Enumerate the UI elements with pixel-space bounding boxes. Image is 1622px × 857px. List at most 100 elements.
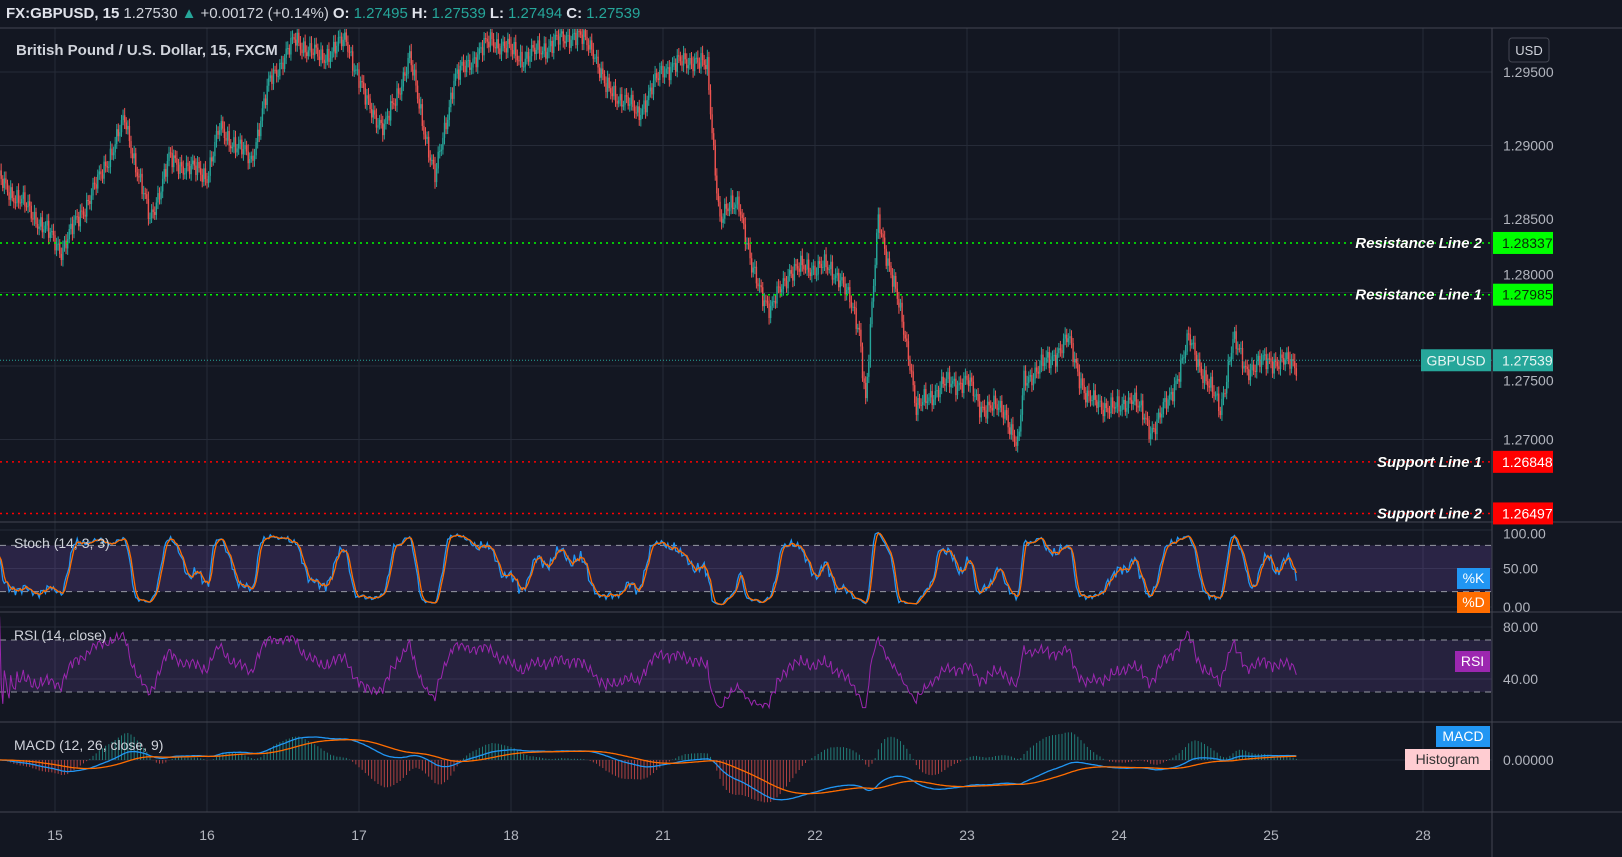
candle-body bbox=[841, 277, 843, 281]
candle-body bbox=[245, 145, 248, 152]
macd-signal-line bbox=[0, 739, 1297, 795]
currency-button[interactable] bbox=[1508, 37, 1550, 63]
candle-body bbox=[81, 210, 83, 212]
candle-body bbox=[917, 398, 919, 415]
candle-body bbox=[408, 51, 411, 58]
resistance-price-tag bbox=[1493, 283, 1553, 306]
open-value: 1.27495 bbox=[353, 4, 408, 22]
candle-body bbox=[231, 146, 234, 149]
candle-body bbox=[1110, 397, 1112, 414]
horizontal-lines[interactable]: Resistance Line 2 Resistance Line 1 Suppor… bbox=[0, 235, 1492, 523]
candle-body bbox=[1028, 376, 1030, 384]
candle-body bbox=[169, 152, 172, 154]
candle-body bbox=[831, 261, 834, 280]
candle-body bbox=[177, 164, 180, 175]
candle-body bbox=[901, 302, 903, 322]
candle-body bbox=[701, 53, 704, 61]
candle-body bbox=[803, 265, 805, 270]
candle-body bbox=[188, 166, 191, 175]
candle-body bbox=[665, 68, 667, 74]
candle-body bbox=[944, 383, 946, 386]
candle-body bbox=[1286, 352, 1288, 360]
candle-body bbox=[225, 138, 227, 141]
candle-body bbox=[554, 34, 557, 41]
candle-body bbox=[337, 37, 340, 46]
candle-body bbox=[1259, 355, 1261, 367]
candle-body bbox=[866, 376, 868, 399]
candle-body bbox=[1061, 350, 1063, 354]
candle-body bbox=[605, 83, 607, 93]
candle-body bbox=[587, 45, 590, 50]
candle-body bbox=[662, 65, 664, 78]
candle-body bbox=[939, 387, 941, 398]
candle-body bbox=[724, 203, 726, 219]
candle-body bbox=[858, 327, 861, 330]
candle-body bbox=[871, 301, 873, 325]
candle-body bbox=[885, 248, 887, 266]
candle-body bbox=[1276, 361, 1279, 367]
candle-body bbox=[157, 193, 159, 203]
candle-body bbox=[727, 208, 729, 212]
symbol-name[interactable]: FX:GBPUSD, 15 bbox=[6, 4, 120, 22]
candle-body bbox=[317, 47, 319, 57]
time-tick-label: 22 bbox=[807, 827, 823, 843]
candle-body bbox=[996, 404, 998, 410]
candle-body bbox=[17, 190, 20, 203]
candle-body bbox=[386, 115, 389, 118]
resistance-price-tag bbox=[1493, 231, 1553, 254]
candle-body bbox=[1004, 410, 1006, 419]
candle-body bbox=[139, 173, 142, 178]
candle-body bbox=[163, 169, 165, 179]
candle-body bbox=[636, 106, 639, 113]
candle-body bbox=[394, 104, 397, 106]
resistance-price-value: 1.28337 bbox=[1502, 235, 1553, 251]
support-price-value: 1.26497 bbox=[1502, 505, 1553, 521]
candle-body bbox=[117, 129, 120, 137]
candle-body bbox=[964, 375, 967, 379]
price-change: +0.00172 (+0.14%) bbox=[200, 4, 329, 22]
candle-body bbox=[458, 69, 460, 80]
candle-body bbox=[516, 55, 519, 61]
candle-body bbox=[432, 159, 435, 165]
candle-body bbox=[986, 401, 989, 419]
candle-body bbox=[999, 400, 1001, 408]
candle-body bbox=[165, 169, 167, 177]
candle-body bbox=[274, 69, 276, 71]
candle-body bbox=[260, 120, 262, 137]
candle-body bbox=[1007, 415, 1009, 428]
candle-body bbox=[741, 214, 743, 219]
candle-body bbox=[1172, 391, 1174, 402]
candle-body bbox=[956, 385, 959, 396]
candle-body bbox=[52, 230, 55, 236]
candle-body bbox=[1282, 357, 1285, 365]
candle-body bbox=[700, 53, 702, 69]
candle-body bbox=[318, 56, 321, 61]
candle-body bbox=[440, 149, 443, 152]
candle-body bbox=[991, 408, 994, 411]
candle-body bbox=[1256, 361, 1258, 372]
candle-body bbox=[613, 85, 615, 97]
candle-body bbox=[852, 306, 854, 308]
candle-body bbox=[313, 44, 316, 56]
candle-body bbox=[247, 151, 249, 164]
candle-body bbox=[65, 240, 67, 249]
candle-body bbox=[1194, 342, 1196, 355]
candle-body bbox=[347, 41, 349, 52]
candle-body bbox=[103, 161, 105, 179]
candle-body bbox=[138, 176, 140, 178]
candle-body bbox=[22, 192, 25, 199]
candle-body bbox=[906, 338, 908, 342]
candle-body bbox=[711, 114, 713, 134]
candle-body bbox=[787, 276, 789, 289]
candle-body bbox=[940, 376, 943, 388]
candle-body bbox=[355, 69, 357, 71]
candle-body bbox=[1156, 419, 1158, 435]
candle-body bbox=[640, 114, 642, 121]
candle-body bbox=[928, 397, 930, 402]
candle-body bbox=[47, 220, 50, 238]
candle-body bbox=[426, 136, 428, 140]
indicator-tick-label: 0.00000 bbox=[1503, 752, 1554, 768]
candle-body bbox=[888, 258, 891, 266]
candle-body bbox=[1094, 390, 1096, 400]
